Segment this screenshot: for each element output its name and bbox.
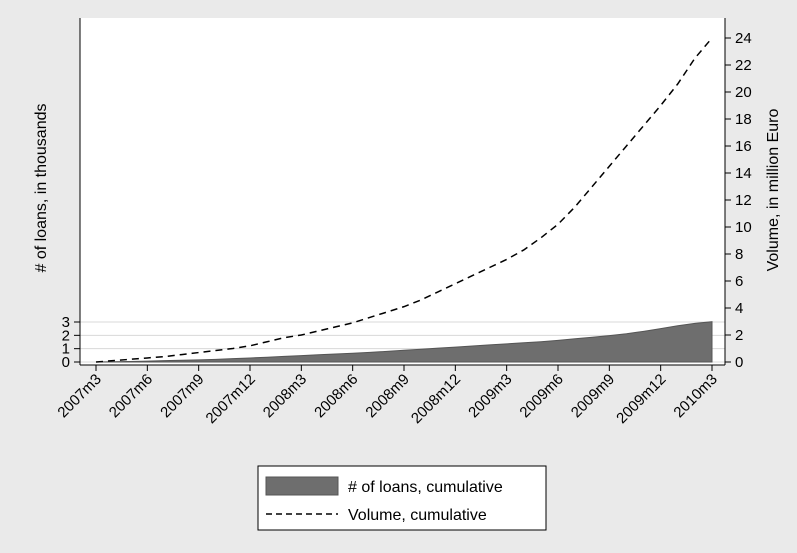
- x-tick-label: 2009m6: [516, 371, 566, 421]
- legend-swatch-loans: [265, 476, 339, 496]
- right-y-tick-label: 20: [735, 84, 752, 101]
- right-y-tick-label: 12: [735, 192, 752, 209]
- x-tick-label: 2009m3: [465, 371, 515, 421]
- axes: [79, 18, 726, 366]
- series-area-loans: [95, 321, 713, 363]
- x-tick-label: 2008m12: [408, 371, 464, 427]
- legend-label-loans: # of loans, cumulative: [348, 479, 503, 496]
- series-line-volume: [95, 37, 713, 363]
- right-y-tick-label: 24: [735, 30, 752, 47]
- right-y-tick-label: 8: [735, 246, 743, 263]
- x-tick-label: 2008m6: [311, 371, 361, 421]
- legend: # of loans, cumulative Volume, cumulativ…: [257, 465, 547, 531]
- right-y-tick-label: 2: [735, 327, 743, 344]
- x-tick-label: 2007m12: [203, 371, 259, 427]
- right-y-tick-label: 16: [735, 138, 752, 155]
- right-y-tick-label: 22: [735, 57, 752, 74]
- x-tick-label: 2010m3: [670, 371, 720, 421]
- left-y-tick-label: 0: [62, 354, 70, 371]
- left-y-axis-label: # of loans, in thousands: [33, 103, 50, 272]
- x-tick-label: 2008m9: [362, 371, 412, 421]
- left-y-tick-label: 3: [62, 314, 70, 331]
- left-y-tick-label: 2: [62, 327, 70, 344]
- area-layer: [95, 321, 713, 363]
- right-y-tick-label: 4: [735, 300, 743, 317]
- x-tick-label: 2007m3: [54, 371, 104, 421]
- right-y-tick-label: 10: [735, 219, 752, 236]
- right-y-tick-label: 14: [735, 165, 752, 182]
- x-tick-label: 2008m3: [260, 371, 310, 421]
- plot-region: [80, 18, 725, 365]
- right-y-tick-label: 0: [735, 354, 743, 371]
- x-tick-label: 2007m6: [106, 371, 156, 421]
- x-tick-label: 2009m12: [613, 371, 669, 427]
- right-y-axis-label: Volume, in million Euro: [765, 109, 782, 272]
- left-y-tick-label: 1: [62, 341, 70, 358]
- right-y-tick-label: 18: [735, 111, 752, 128]
- x-tick-label: 2009m9: [568, 371, 618, 421]
- legend-label-volume: Volume, cumulative: [348, 507, 487, 524]
- right-y-tick-label: 6: [735, 273, 743, 290]
- x-tick-label: 2007m9: [157, 371, 207, 421]
- line-layer: [95, 37, 713, 363]
